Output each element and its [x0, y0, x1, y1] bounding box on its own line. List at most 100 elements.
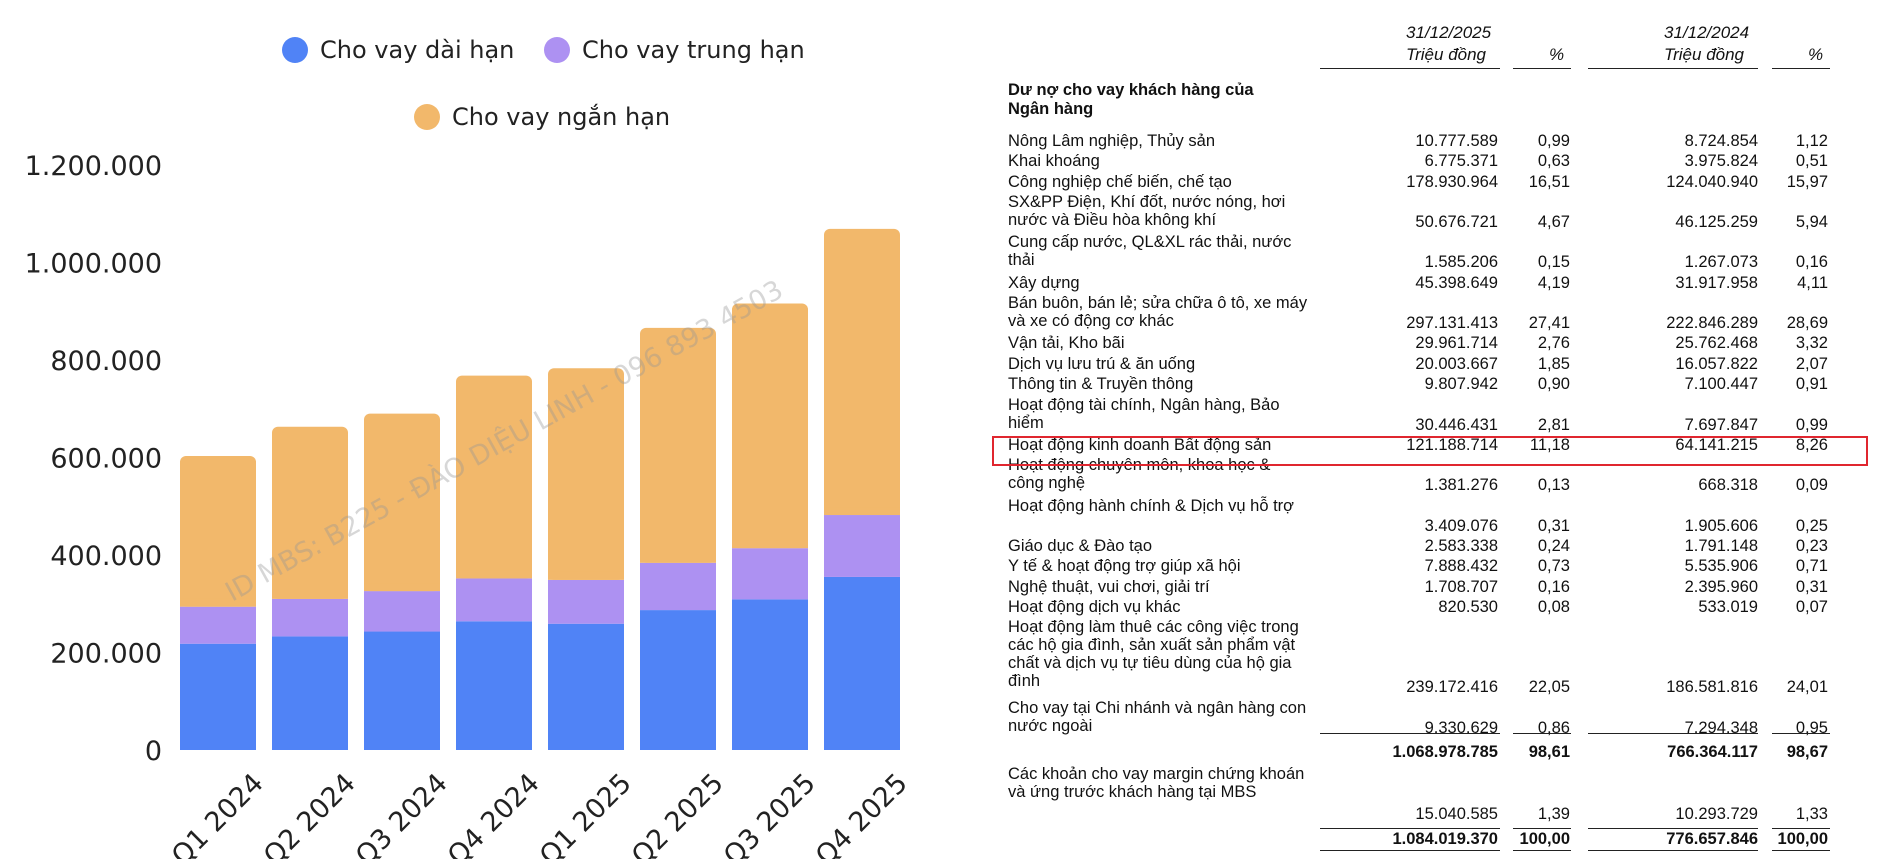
table-row: Khai khoáng 6.775.371 0,63 3.975.824 0,51 [1008, 152, 1828, 172]
value-2025: 29.961.714 [1415, 334, 1498, 353]
pct-2025: 4,67 [1537, 213, 1570, 232]
pct-2024: 0,95 [1795, 718, 1828, 737]
subtotal-rule [1772, 733, 1830, 734]
value-2025: 45.398.649 [1415, 273, 1498, 292]
pct-2025: 2,76 [1537, 334, 1570, 353]
pct-2025: 2,81 [1537, 415, 1570, 434]
pct-2024: 28,69 [1786, 314, 1828, 333]
value-2025: 20.003.667 [1415, 354, 1498, 373]
value-2025: 239.172.416 [1406, 678, 1498, 697]
bar-segment-long-term [732, 599, 808, 750]
row-label: Cho vay tại Chi nhánh và ngân hàng con n… [1008, 698, 1307, 735]
y-tick-label: 200.000 [50, 639, 162, 670]
value-2024: 25.762.468 [1675, 334, 1758, 353]
row-label: Vận tải, Kho bãi [1008, 334, 1125, 353]
table-row: Bán buôn, bán lẻ; sửa chữa ô tô, xe máy … [1008, 294, 1828, 334]
section-title: Dư nợ cho vay khách hàng của Ngân hàng [1008, 81, 1254, 118]
bar-segment-mid-term [824, 515, 900, 577]
bar-segment-mid-term [640, 562, 716, 611]
x-tick-label: Q4 2024 [442, 768, 546, 859]
pct-2025: 0,15 [1537, 253, 1570, 272]
value-2024: 124.040.940 [1666, 172, 1758, 191]
header-pct-2024: % [1808, 45, 1824, 64]
legend-dot-short-term [414, 104, 440, 130]
row-label: Thông tin & Truyền thông [1008, 375, 1194, 394]
pct-2025: 1,39 [1537, 805, 1570, 823]
bar-segment-short-term [824, 228, 900, 516]
header-date-2024: 31/12/2024 [1664, 23, 1750, 42]
pct-2024: 0,99 [1795, 415, 1828, 434]
legend-label-mid-term: Cho vay trung hạn [582, 36, 805, 64]
header-unit-2024: Triệu đồng [1664, 45, 1745, 64]
header-rule-2025-value [1320, 68, 1500, 69]
table-row: Dịch vụ lưu trú & ăn uống 20.003.667 1,85 1… [1008, 355, 1828, 375]
bar-segment-short-term [364, 413, 440, 592]
table-row: Nghệ thuật, vui chơi, giải trí 1.708.707 0… [1008, 578, 1828, 598]
value-2024: 1.267.073 [1684, 253, 1758, 272]
y-tick-label: 600.000 [50, 444, 162, 475]
row-label: Bán buôn, bán lẻ; sửa chữa ô tô, xe máy … [1008, 294, 1308, 331]
row-label: Hoạt động tài chính, Ngân hàng, Bảo hiểm [1008, 395, 1280, 432]
bar-segment-fill [364, 583, 440, 592]
table-row: Hoạt động làm thuê các công việc trong c… [1008, 618, 1828, 698]
value-2025: 7.888.432 [1424, 557, 1498, 576]
value-2025: 297.131.413 [1406, 314, 1498, 333]
table-row: Vận tải, Kho bãi 29.961.714 2,76 25.762.468… [1008, 334, 1828, 354]
pct-2025: 0,63 [1537, 152, 1570, 171]
pct-2024: 3,32 [1795, 334, 1828, 353]
pct-2025: 0,16 [1537, 577, 1570, 596]
pct-2024: 0,23 [1795, 536, 1828, 555]
pct-2024: 24,01 [1786, 678, 1828, 697]
bar-segment-short-term [732, 303, 808, 549]
x-tick-label: Q2 2025 [626, 768, 730, 859]
header-rule-2025-pct [1513, 68, 1571, 69]
table-row: Hoạt động dịch vụ khác 820.530 0,08 533.019… [1008, 598, 1828, 618]
value-2024: 533.019 [1698, 597, 1758, 616]
bar-group [180, 228, 900, 750]
value-2024: 46.125.259 [1675, 213, 1758, 232]
table-row: Nông Lâm nghiệp, Thủy sản 10.777.589 0,99 8… [1008, 132, 1828, 152]
bar-segment-fill [640, 554, 716, 563]
header-rule-2024-value [1588, 68, 1758, 69]
value-2024: 7.697.847 [1684, 415, 1758, 434]
pct-2025: 0,08 [1537, 597, 1570, 616]
pct-2025: 0,86 [1537, 718, 1570, 737]
pct-2024: 0,31 [1795, 577, 1828, 596]
pct-2024: 5,94 [1795, 213, 1828, 232]
value-2025: 121.188.714 [1406, 435, 1498, 454]
legend-label-short-term: Cho vay ngắn hạn [452, 103, 671, 131]
bar-segment-fill [180, 598, 256, 607]
value-2024: 5.535.906 [1684, 557, 1758, 576]
total-rule [1588, 828, 1758, 829]
bar-segment-short-term [180, 456, 256, 607]
bar-segment-long-term [456, 621, 532, 750]
table-row: Thông tin & Truyền thông 9.807.942 0,90 7.1… [1008, 375, 1828, 395]
value-2024: 2.395.960 [1684, 577, 1758, 596]
total-row: 1.084.019.370 100,00 776.657.846 100,00 [1008, 830, 1828, 850]
pct-2025: 22,05 [1528, 678, 1570, 697]
bar-segment-fill [732, 540, 808, 549]
legend-dot-long-term [282, 37, 308, 63]
value-2025: 1.585.206 [1424, 253, 1498, 272]
x-tick-label: Q1 2025 [534, 768, 638, 859]
bar-segment-short-term [272, 426, 348, 599]
value-2024: 16.057.822 [1675, 354, 1758, 373]
total-double-rule [1588, 850, 1758, 851]
pct-2025: 27,41 [1528, 314, 1570, 333]
loan-table: 31/12/2025 Triệu đồng % 31/12/2024 Triệu… [992, 0, 1868, 859]
table-row: Hoạt động tài chính, Ngân hàng, Bảo hiểm… [1008, 396, 1828, 436]
value-2025: 1.381.276 [1424, 476, 1498, 495]
x-tick-label: Q1 2024 [166, 768, 270, 859]
table-row: Giáo dục & Đào tạo 2.583.338 0,24 1.791.148… [1008, 537, 1828, 557]
x-tick-label: Q2 2024 [258, 768, 362, 859]
bar-segment-mid-term [732, 548, 808, 600]
pct-2024: 15,97 [1786, 172, 1828, 191]
table-row: Cho vay tại Chi nhánh và ngân hàng con n… [1008, 699, 1828, 739]
row-label: Nông Lâm nghiệp, Thủy sản [1008, 132, 1215, 150]
value-2025: 1.068.978.785 [1392, 743, 1498, 761]
table-row: Công nghiệp chế biến, chế tạo 178.930.964… [1008, 173, 1828, 193]
value-2025: 15.040.585 [1415, 805, 1498, 823]
bar-segment-fill [824, 507, 900, 516]
value-2025: 50.676.721 [1415, 213, 1498, 232]
